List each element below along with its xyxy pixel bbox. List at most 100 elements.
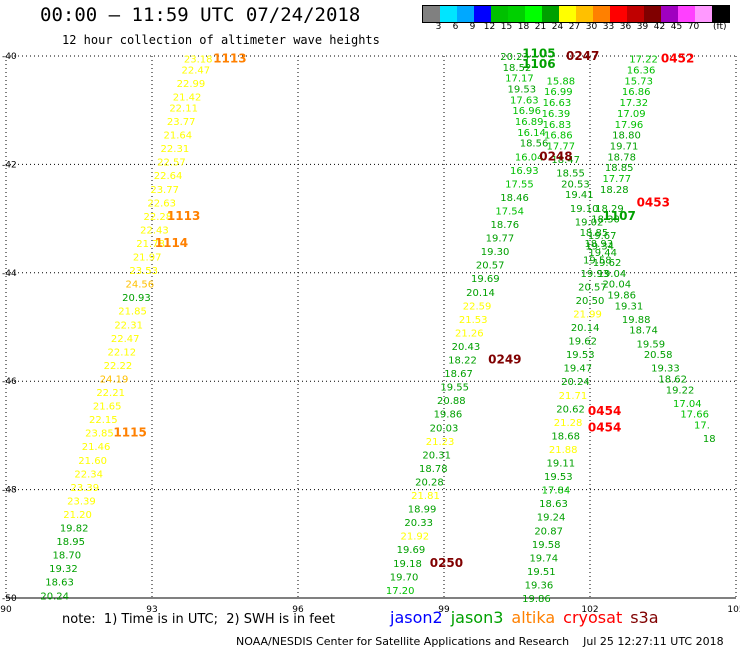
wave-height-point: 22.99 xyxy=(177,79,206,90)
x-tick-label: 96 xyxy=(292,605,304,615)
wave-height-point: 20.03 xyxy=(430,423,459,434)
wave-height-point: 20.58 xyxy=(644,350,673,361)
wave-height-point: 22.11 xyxy=(169,103,198,114)
wave-height-point: 21.26 xyxy=(455,328,484,339)
footer-credit: NOAA/NESDIS Center for Satellite Applica… xyxy=(236,635,724,648)
wave-height-point: 18.99 xyxy=(408,505,437,516)
y-tick-label: -48 xyxy=(2,486,17,496)
wave-height-point: 22.63 xyxy=(147,198,176,209)
wave-height-point: 19.70 xyxy=(390,572,419,583)
colorbar-label: 42 xyxy=(653,22,666,32)
wave-height-point: 18.76 xyxy=(491,220,520,231)
wave-height-point: 18.30 xyxy=(591,215,620,226)
wave-height-point: 19.69 xyxy=(397,545,426,556)
wave-height-point: 18.74 xyxy=(629,326,658,337)
wave-height-point: 19.02 xyxy=(575,217,604,228)
wave-height-point: 22.43 xyxy=(140,225,169,236)
wave-height-point: 17.66 xyxy=(680,410,709,421)
wave-height-point: 17.17 xyxy=(505,74,534,85)
colorbar-swatch xyxy=(440,6,457,22)
colorbar-label: 45 xyxy=(670,22,683,32)
wave-height-point: 19.53 xyxy=(508,85,537,96)
wave-height-point: 23.39 xyxy=(71,483,100,494)
colorbar-label: 24 xyxy=(551,22,564,32)
wave-height-point: 18.70 xyxy=(53,551,82,562)
wave-height-point: 19.58 xyxy=(583,255,612,266)
page-subtitle: 12 hour collection of altimeter wave hei… xyxy=(62,33,380,47)
wave-height-point: 20.33 xyxy=(404,518,433,529)
wave-height-point: 21.99 xyxy=(573,309,602,320)
wave-height-point: 19.24 xyxy=(537,513,566,524)
wave-height-point: 17.84 xyxy=(542,486,571,497)
time-label: 0453 xyxy=(637,195,670,209)
x-tick-label: 93 xyxy=(146,605,157,615)
wave-height-point: 16.63 xyxy=(543,98,572,109)
wave-height-point: 20.14 xyxy=(466,288,495,299)
colorbar-label: 21 xyxy=(534,22,547,32)
time-label: 0250 xyxy=(430,556,463,570)
wave-height-point: 15.73 xyxy=(624,76,653,87)
y-tick-label: -44 xyxy=(2,269,17,279)
wave-height-point: 18.28 xyxy=(600,185,629,196)
y-tick-label: -42 xyxy=(2,160,17,170)
page-title: 00:00 – 11:59 UTC 07/24/2018 xyxy=(40,4,361,26)
wave-height-point: 17.20 xyxy=(386,586,415,597)
wave-height-point: 21.46 xyxy=(82,442,111,453)
wave-height-point: 24.56 xyxy=(126,280,155,291)
wave-height-point: 20.88 xyxy=(437,396,466,407)
wave-height-point: 16.93 xyxy=(510,166,539,177)
wave-height-point: 19.86 xyxy=(522,594,551,605)
wave-height-point: 22.47 xyxy=(181,66,210,77)
wave-height-point: 21.78 xyxy=(136,239,165,250)
colorbar-label: 39 xyxy=(636,22,649,32)
wave-height-point: 19.31 xyxy=(615,301,644,312)
time-label: 0247 xyxy=(566,49,599,63)
wave-height-point: 19.10 xyxy=(570,204,599,215)
wave-height-point: 19.04 xyxy=(598,269,627,280)
wave-height-point: 22.34 xyxy=(74,469,103,480)
wave-height-point: 19.71 xyxy=(610,141,639,152)
wave-height-point: 16.83 xyxy=(543,120,572,131)
wave-height-point: 22.59 xyxy=(463,301,492,312)
wave-height-point: 21.88 xyxy=(549,445,578,456)
wave-height-point: 18.67 xyxy=(444,369,473,380)
colorbar-swatch xyxy=(423,6,440,22)
colorbar-swatch xyxy=(610,6,627,22)
wave-height-point: 17.22 xyxy=(629,55,658,66)
wave-height-point: 19.67 xyxy=(588,231,617,242)
wave-height-point: 22.12 xyxy=(108,347,137,358)
colorbar-swatch xyxy=(491,6,508,22)
wave-height-point: 18.95 xyxy=(56,537,85,548)
wave-height-point: 20.57 xyxy=(476,261,505,272)
wave-height-point: 18.93 xyxy=(584,239,613,250)
colorbar-swatch xyxy=(593,6,610,22)
y-tick-label: -40 xyxy=(2,52,17,62)
colorbar-label: 15 xyxy=(500,22,513,32)
wave-height-point: 23.77 xyxy=(167,117,196,128)
wave-height-point: 22.31 xyxy=(114,320,143,331)
wave-height-point: 22.47 xyxy=(111,334,140,345)
wave-height-point: 19.53 xyxy=(544,472,573,483)
time-label: 1113 xyxy=(167,209,200,223)
wave-height-point: 23.39 xyxy=(67,496,96,507)
wave-height-point: 17. xyxy=(694,421,710,432)
wave-height-point: 23.85 xyxy=(85,429,114,440)
colorbar-label: 3 xyxy=(435,22,442,32)
wave-height-point: 20.62 xyxy=(556,404,585,415)
colorbar-swatch xyxy=(712,6,729,22)
time-label: 0248 xyxy=(539,149,572,163)
x-tick-label: 99 xyxy=(438,605,450,615)
wave-height-point: 18.78 xyxy=(419,464,448,475)
time-label: 1115 xyxy=(113,426,146,440)
colorbar-label: 9 xyxy=(469,22,476,32)
wave-height-point: 18.78 xyxy=(607,152,636,163)
colorbar-swatch xyxy=(474,6,491,22)
wave-height-point: 19.88 xyxy=(622,315,651,326)
legend-entry: jason3 xyxy=(450,608,504,627)
wave-height-point: 18.85 xyxy=(580,228,609,239)
y-tick-label: -46 xyxy=(2,377,17,387)
wave-height-point: 16.99 xyxy=(544,87,573,98)
wave-height-point: 18.63 xyxy=(45,578,74,589)
wave-height-point: 22.21 xyxy=(96,388,125,399)
